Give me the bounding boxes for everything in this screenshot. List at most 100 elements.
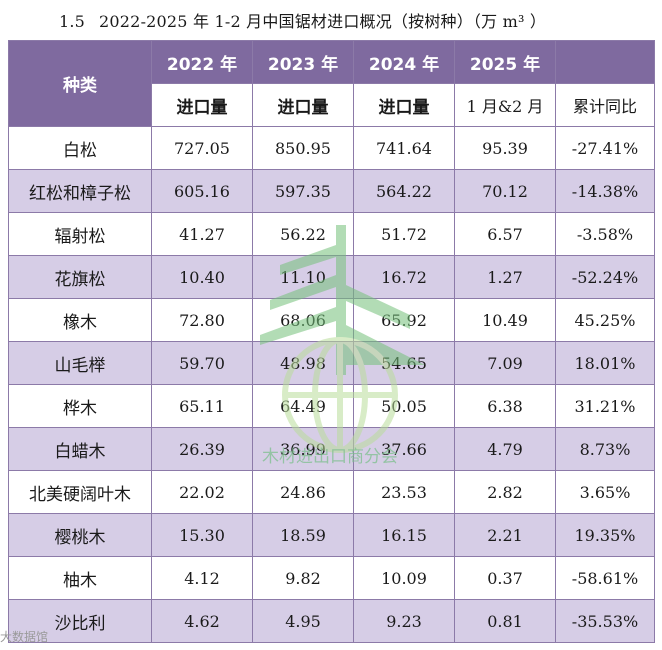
table-row: 沙比利 4.62 4.95 9.23 0.81 -35.53% [8, 599, 655, 643]
cell-2023: 64.49 [252, 384, 354, 428]
corner-watermark: 大数据馆 [0, 630, 49, 644]
header-year-2023: 2023 年 [252, 40, 354, 84]
cell-kind: 白松 [8, 126, 152, 170]
cell-yoy: -14.38% [555, 169, 655, 213]
subheader-yoy: 累计同比 [555, 83, 655, 127]
cell-2022: 605.16 [151, 169, 253, 213]
cell-2022: 22.02 [151, 470, 253, 514]
cell-2025-jan-feb: 10.49 [454, 298, 556, 342]
cell-2022: 59.70 [151, 341, 253, 385]
cell-2025-jan-feb: 7.09 [454, 341, 556, 385]
cell-2023: 68.06 [252, 298, 354, 342]
cell-2023: 4.95 [252, 599, 354, 643]
cell-2024: 16.15 [353, 513, 455, 557]
cell-yoy: 31.21% [555, 384, 655, 428]
header-year-2025: 2025 年 [454, 40, 556, 84]
table-row: 白蜡木 26.39 36.99 37.66 4.79 8.73% [8, 427, 655, 471]
subheader-import-2024: 进口量 [353, 83, 455, 127]
table-row: 柚木 4.12 9.82 10.09 0.37 -58.61% [8, 556, 655, 600]
cell-2025-jan-feb: 2.21 [454, 513, 556, 557]
table-row: 山毛榉 59.70 48.98 54.65 7.09 18.01% [8, 341, 655, 385]
cell-yoy: 18.01% [555, 341, 655, 385]
table-row: 辐射松 41.27 56.22 51.72 6.57 -3.58% [8, 212, 655, 256]
cell-2025-jan-feb: 1.27 [454, 255, 556, 299]
cell-2022: 41.27 [151, 212, 253, 256]
cell-2023: 9.82 [252, 556, 354, 600]
cell-2025-jan-feb: 0.81 [454, 599, 556, 643]
cell-2022: 65.11 [151, 384, 253, 428]
cell-yoy: -58.61% [555, 556, 655, 600]
cell-yoy: -35.53% [555, 599, 655, 643]
cell-yoy: 3.65% [555, 470, 655, 514]
cell-2024: 564.22 [353, 169, 455, 213]
import-table: 种类 2022 年 2023 年 2024 年 2025 年 进口量 进口量 进… [8, 40, 655, 643]
subheader-import-2023: 进口量 [252, 83, 354, 127]
header-year-2024: 2024 年 [353, 40, 455, 84]
table-row: 花旗松 10.40 11.10 16.72 1.27 -52.24% [8, 255, 655, 299]
cell-kind: 山毛榉 [8, 341, 152, 385]
cell-kind: 柚木 [8, 556, 152, 600]
cell-2024: 50.05 [353, 384, 455, 428]
cell-yoy: 19.35% [555, 513, 655, 557]
table-row: 北美硬阔叶木 22.02 24.86 23.53 2.82 3.65% [8, 470, 655, 514]
cell-2024: 9.23 [353, 599, 455, 643]
table-row: 桦木 65.11 64.49 50.05 6.38 31.21% [8, 384, 655, 428]
cell-yoy: 8.73% [555, 427, 655, 471]
cell-2022: 4.12 [151, 556, 253, 600]
cell-2025-jan-feb: 6.38 [454, 384, 556, 428]
cell-2023: 18.59 [252, 513, 354, 557]
cell-kind: 辐射松 [8, 212, 152, 256]
table-row: 红松和樟子松 605.16 597.35 564.22 70.12 -14.38% [8, 169, 655, 213]
cell-2025-jan-feb: 4.79 [454, 427, 556, 471]
table-row: 白松 727.05 850.95 741.64 95.39 -27.41% [8, 126, 655, 170]
subheader-jan-feb: 1 月&2 月 [454, 83, 556, 127]
cell-2022: 727.05 [151, 126, 253, 170]
subheader-import-2022: 进口量 [151, 83, 253, 127]
cell-yoy: -52.24% [555, 255, 655, 299]
cell-kind: 樱桃木 [8, 513, 152, 557]
cell-2025-jan-feb: 2.82 [454, 470, 556, 514]
table-row: 橡木 72.80 68.06 65.92 10.49 45.25% [8, 298, 655, 342]
cell-kind: 北美硬阔叶木 [8, 470, 152, 514]
cell-2022: 26.39 [151, 427, 253, 471]
cell-2022: 10.40 [151, 255, 253, 299]
cell-2022: 4.62 [151, 599, 253, 643]
cell-2022: 15.30 [151, 513, 253, 557]
cell-2025-jan-feb: 70.12 [454, 169, 556, 213]
cell-kind: 桦木 [8, 384, 152, 428]
cell-2023: 11.10 [252, 255, 354, 299]
cell-2023: 36.99 [252, 427, 354, 471]
header-year-blank [555, 40, 655, 84]
cell-2024: 37.66 [353, 427, 455, 471]
section-number: 1.5 [59, 12, 86, 31]
cell-2024: 65.92 [353, 298, 455, 342]
cell-yoy: 45.25% [555, 298, 655, 342]
cell-2023: 48.98 [252, 341, 354, 385]
document-title: 1.5 2022-2025 年 1-2 月中国锯材进口概况（按树种）（万 m³ ） [59, 8, 546, 32]
cell-2024: 54.65 [353, 341, 455, 385]
title-text: 2022-2025 年 1-2 月中国锯材进口概况（按树种）（万 m³ ） [99, 12, 547, 31]
cell-2024: 741.64 [353, 126, 455, 170]
cell-2024: 51.72 [353, 212, 455, 256]
cell-kind: 沙比利 [8, 599, 152, 643]
header-kind: 种类 [8, 40, 152, 127]
cell-kind: 红松和樟子松 [8, 169, 152, 213]
cell-yoy: -27.41% [555, 126, 655, 170]
cell-2023: 850.95 [252, 126, 354, 170]
cell-2024: 23.53 [353, 470, 455, 514]
cell-2022: 72.80 [151, 298, 253, 342]
cell-2023: 56.22 [252, 212, 354, 256]
cell-kind: 花旗松 [8, 255, 152, 299]
cell-2025-jan-feb: 0.37 [454, 556, 556, 600]
cell-2024: 10.09 [353, 556, 455, 600]
cell-2025-jan-feb: 6.57 [454, 212, 556, 256]
cell-yoy: -3.58% [555, 212, 655, 256]
cell-kind: 白蜡木 [8, 427, 152, 471]
table-row: 樱桃木 15.30 18.59 16.15 2.21 19.35% [8, 513, 655, 557]
cell-2023: 24.86 [252, 470, 354, 514]
cell-kind: 橡木 [8, 298, 152, 342]
cell-2023: 597.35 [252, 169, 354, 213]
cell-2024: 16.72 [353, 255, 455, 299]
cell-2025-jan-feb: 95.39 [454, 126, 556, 170]
header-year-2022: 2022 年 [151, 40, 253, 84]
